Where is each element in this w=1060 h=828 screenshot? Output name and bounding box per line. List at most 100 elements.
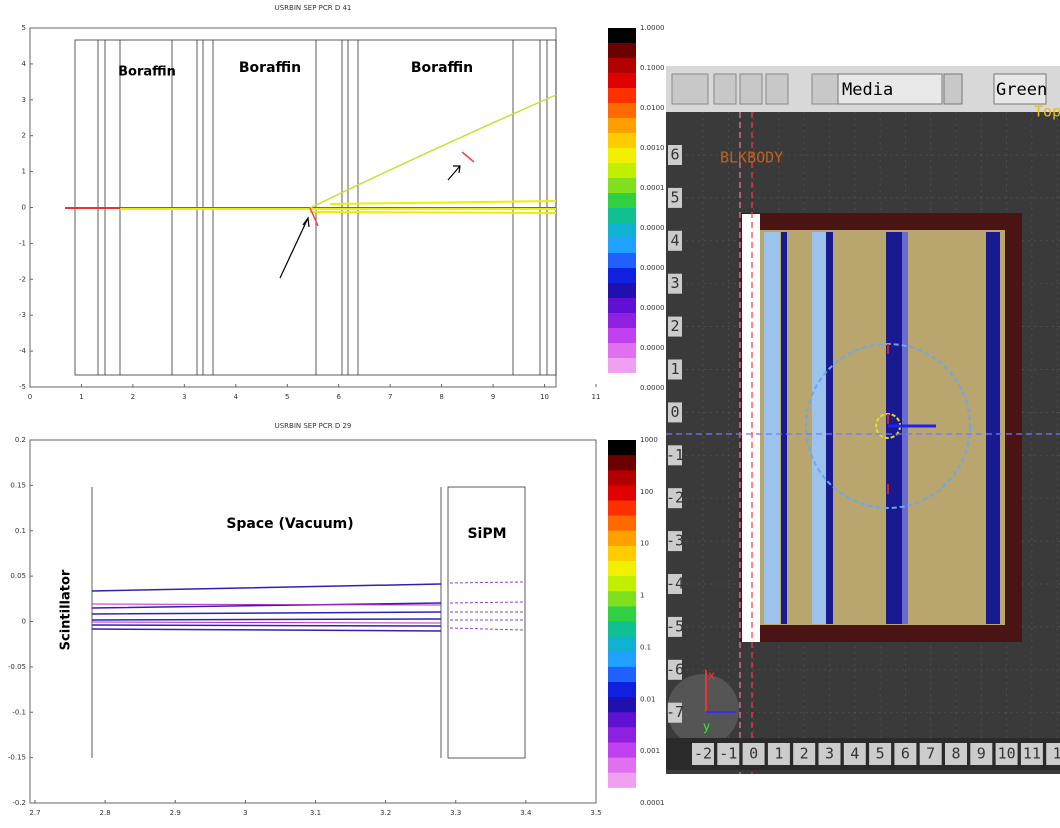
colorbar-cell (608, 591, 636, 607)
colorbar-cell (608, 148, 636, 164)
x-tick-label: 2 (131, 393, 135, 401)
region-label: Boraffin (118, 65, 176, 80)
x-tick-label: 2.9 (170, 809, 181, 817)
colorbar-label: 0.0000 (640, 344, 665, 352)
colorbar-cell (608, 501, 636, 517)
colorbar-label: 0.1 (640, 643, 651, 651)
x-tick-label: 3 (182, 393, 186, 401)
colorbar-cell (608, 622, 636, 638)
colorbar-cell (608, 516, 636, 532)
ruler-label: -6 (666, 660, 684, 678)
region-label: Boraffin (239, 60, 301, 76)
colorbar-cell (608, 667, 636, 683)
y-tick-label: 0.2 (15, 436, 26, 444)
ruler-label: 4 (670, 231, 679, 249)
media-select[interactable]: Media (842, 80, 893, 100)
ruler-label: 2 (800, 745, 809, 763)
y-tick-label: 2 (22, 132, 26, 140)
colorbar-cell (608, 788, 636, 804)
colorbar-cell (608, 73, 636, 89)
ruler-label: 10 (998, 745, 1016, 763)
colorbar-label: 10 (640, 540, 649, 548)
ruler-label: 6 (901, 745, 910, 763)
y-tick-label: -0.15 (8, 754, 26, 762)
x-tick-label: 5 (285, 393, 289, 401)
ruler-label: 3 (825, 745, 834, 763)
ruler-label: -3 (666, 532, 684, 550)
colorbar-cell (608, 712, 636, 728)
colorbar-cell (608, 455, 636, 471)
colorbar-cell (608, 313, 636, 329)
region-label: Scintillator (59, 569, 74, 650)
y-tick-label: 0.15 (10, 481, 26, 489)
region-name: BLKBODY (720, 149, 783, 167)
y-tick-label: 0 (22, 204, 26, 212)
colorbar-label: 0.0001 (640, 799, 665, 807)
colorbar-cell (608, 328, 636, 344)
x-tick-label: 3.1 (310, 809, 321, 817)
colorbar-label: 100 (640, 488, 653, 496)
y-tick-label: -1 (19, 239, 26, 247)
tracks (92, 582, 523, 631)
colorbar-label: 1000 (640, 436, 658, 444)
colorbar-cell (608, 163, 636, 179)
plot-frame (30, 440, 596, 803)
colorbar-label: 0.0000 (640, 384, 665, 392)
colorbar-cell (608, 283, 636, 299)
ruler-label: -4 (666, 575, 684, 593)
colorbar-cell (608, 223, 636, 239)
view-label: Top (1034, 103, 1060, 121)
x-tick-label: 3.2 (380, 809, 391, 817)
ruler-label: 4 (850, 745, 859, 763)
body (760, 230, 1005, 625)
colorbar-cell (608, 440, 636, 456)
x-tick-label: 6 (336, 393, 341, 401)
colorbar-cell (608, 268, 636, 284)
colorbar-cell (608, 485, 636, 501)
colorbar-cell (608, 343, 636, 359)
ruler-label: 3 (670, 274, 679, 292)
colorbar-label: 0.01 (640, 695, 656, 703)
x-tick-label: 9 (491, 393, 495, 401)
colorbar-label: 0.0001 (640, 184, 665, 192)
ruler-label: 5 (670, 188, 679, 206)
y-tick-label: 4 (22, 60, 27, 68)
colorbar-cell (608, 743, 636, 759)
y-tick-label: -2 (19, 275, 26, 283)
ruler-label: 1 (774, 745, 783, 763)
colorbar-cell (608, 606, 636, 622)
y-tick-label: 5 (22, 24, 26, 32)
y-tick-label: 0 (22, 618, 26, 626)
ruler-label: -2 (694, 745, 712, 763)
ruler-label: -2 (666, 489, 684, 507)
colorbar-label: 0.0000 (640, 264, 665, 272)
color-select[interactable]: Green (996, 80, 1047, 100)
region-label: Space (Vacuum) (226, 516, 353, 532)
colorbar-cell (608, 358, 636, 374)
ruler-label: 8 (951, 745, 960, 763)
y-tick-label: -0.05 (8, 663, 26, 671)
ruler-label: 0 (749, 745, 758, 763)
ruler-label: -1 (666, 446, 684, 464)
colorbar-cell (608, 546, 636, 562)
y-tick-label: 3 (22, 96, 26, 104)
ruler-label: 6 (670, 146, 679, 164)
y-tick-label: -0.1 (12, 708, 26, 716)
colorbar-label: 0.0000 (640, 224, 665, 232)
plot-title: USRBIN SEP PCR D 29 (275, 422, 352, 430)
colorbar-cell (608, 118, 636, 134)
colorbar-label: 0.0100 (640, 104, 665, 112)
colorbar-cell (608, 531, 636, 547)
x-tick-label: 11 (592, 393, 601, 401)
y-tick-label: 0.1 (15, 527, 26, 535)
colorbar-cell (608, 43, 636, 59)
colorbar-cell (608, 652, 636, 668)
ruler-label: 5 (876, 745, 885, 763)
colorbar-label: 0.0000 (640, 304, 665, 312)
x-tick-label: 3.3 (450, 809, 461, 817)
y-tick-label: -4 (19, 347, 27, 355)
colorbar-label: 0.1000 (640, 64, 665, 72)
ruler-label: 0 (670, 403, 679, 421)
colorbar-cell (608, 576, 636, 592)
ruler-label: -1 (719, 745, 737, 763)
